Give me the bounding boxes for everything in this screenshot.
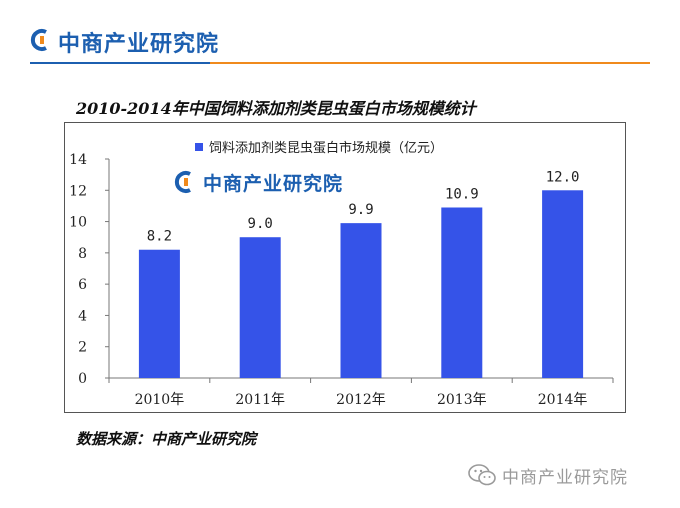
footer-watermark-text: 中商产业研究院	[502, 468, 628, 488]
bar-2011年	[239, 237, 281, 378]
company-logo-text: 中商产业研究院	[58, 32, 220, 57]
x-tick-label: 2010年	[135, 392, 185, 408]
bar-2012年	[340, 223, 382, 378]
bar-2010年	[138, 249, 180, 378]
bar-2013年	[441, 207, 483, 378]
x-tick-label: 2011年	[235, 392, 285, 408]
data-label: 9.9	[348, 202, 373, 218]
y-tick-label: 14	[69, 152, 87, 168]
y-tick-label: 2	[78, 340, 87, 356]
bar-chart: 0 2 4 6 8 10 12 14 8.2 2010年 9.0 2011年 9.9 2012年 10.9 2…	[69, 140, 614, 408]
page-header: 中商产业研究院	[30, 18, 650, 68]
chart-title: 2010-2014年中国饲料添加剂类昆虫蛋白市场规模统计	[76, 99, 476, 118]
y-tick-label: 0	[78, 371, 87, 387]
wechat-icon	[468, 464, 496, 486]
chart-logo-icon	[174, 171, 191, 193]
legend-swatch	[195, 143, 203, 151]
chart-watermark-text: 中商产业研究院	[203, 172, 343, 195]
header-divider-blue	[30, 62, 210, 64]
y-tick-label: 12	[69, 183, 87, 199]
x-tick-label: 2014年	[538, 392, 588, 408]
bar-2014年	[542, 190, 584, 378]
y-tick-label: 6	[78, 277, 87, 293]
data-label: 10.9	[445, 186, 479, 202]
header-divider-orange	[210, 62, 650, 64]
x-tick-label: 2012年	[336, 392, 386, 408]
data-label: 8.2	[147, 229, 172, 245]
y-tick-label: 8	[78, 246, 87, 262]
company-logo-icon	[30, 29, 47, 51]
y-tick-label: 4	[78, 308, 87, 324]
data-label: 12.0	[546, 169, 580, 185]
source-note: 数据来源：中商产业研究院	[76, 430, 257, 448]
legend-label: 饲料添加剂类昆虫蛋白市场规模（亿元）	[209, 140, 443, 156]
chart-frame: 0 2 4 6 8 10 12 14 8.2 2010年 9.0 2011年 9.9 2012年 10.9 2…	[64, 122, 626, 413]
x-tick-label: 2013年	[437, 392, 487, 408]
chart-logo-icon-accent	[184, 178, 188, 186]
data-label: 9.0	[248, 216, 273, 232]
y-tick-label: 10	[69, 215, 87, 231]
